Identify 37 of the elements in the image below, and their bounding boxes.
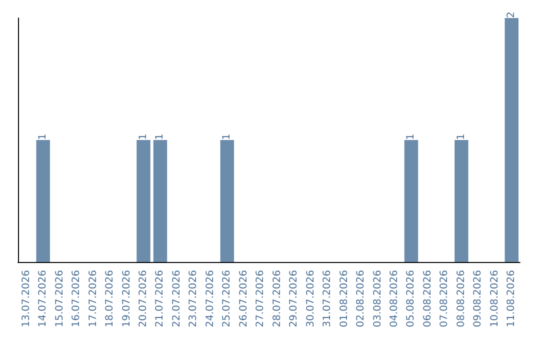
- data-label: 1: [38, 134, 49, 140]
- x-tick-label: 07.08.2026: [439, 270, 450, 328]
- x-tick-label: 13.07.2026: [20, 270, 32, 328]
- x-tick-label: 01.08.2026: [338, 270, 350, 328]
- x-tick-label: 29.07.2026: [288, 270, 300, 328]
- x-tick-label: 03.08.2026: [372, 270, 384, 328]
- x-tick-label: 27.07.2026: [255, 270, 266, 328]
- x-tick-label: 25.07.2026: [222, 270, 233, 328]
- x-tick-label: 19.07.2026: [121, 270, 132, 328]
- x-tick-label: 23.07.2026: [188, 270, 200, 328]
- x-tick-label: 04.08.2026: [389, 270, 400, 328]
- data-label: 1: [406, 134, 417, 140]
- data-label: 1: [138, 134, 149, 140]
- x-tick-label: 02.08.2026: [356, 270, 367, 328]
- x-tick-label: 15.07.2026: [54, 270, 66, 328]
- x-tick-label: 14.07.2026: [38, 270, 49, 328]
- data-label: 2: [506, 12, 518, 18]
- x-tick-label: 21.07.2026: [154, 270, 166, 328]
- x-tick-label: 16.07.2026: [71, 270, 82, 328]
- x-tick-label: 31.07.2026: [322, 270, 334, 328]
- x-tick-label: 17.07.2026: [88, 270, 99, 328]
- x-tick-label: 28.07.2026: [272, 270, 283, 328]
- x-tick-label: 22.07.2026: [171, 270, 182, 328]
- data-label: 1: [154, 134, 166, 140]
- data-label: 1: [456, 134, 467, 140]
- x-tick-label: 24.07.2026: [204, 270, 216, 328]
- x-tick-label: 10.08.2026: [489, 270, 500, 328]
- x-tick-label: 20.07.2026: [138, 270, 149, 328]
- x-tick-label: 30.07.2026: [305, 270, 316, 328]
- x-tick-label: 09.08.2026: [472, 270, 484, 328]
- x-tick-label: 08.08.2026: [456, 270, 467, 328]
- x-tick-label: 05.08.2026: [406, 270, 417, 328]
- x-tick-label: 26.07.2026: [238, 270, 250, 328]
- data-label: 1: [222, 134, 233, 140]
- x-tick-label: 06.08.2026: [422, 270, 434, 328]
- x-tick-label: 18.07.2026: [104, 270, 116, 328]
- x-tick-label: 11.08.2026: [506, 270, 518, 328]
